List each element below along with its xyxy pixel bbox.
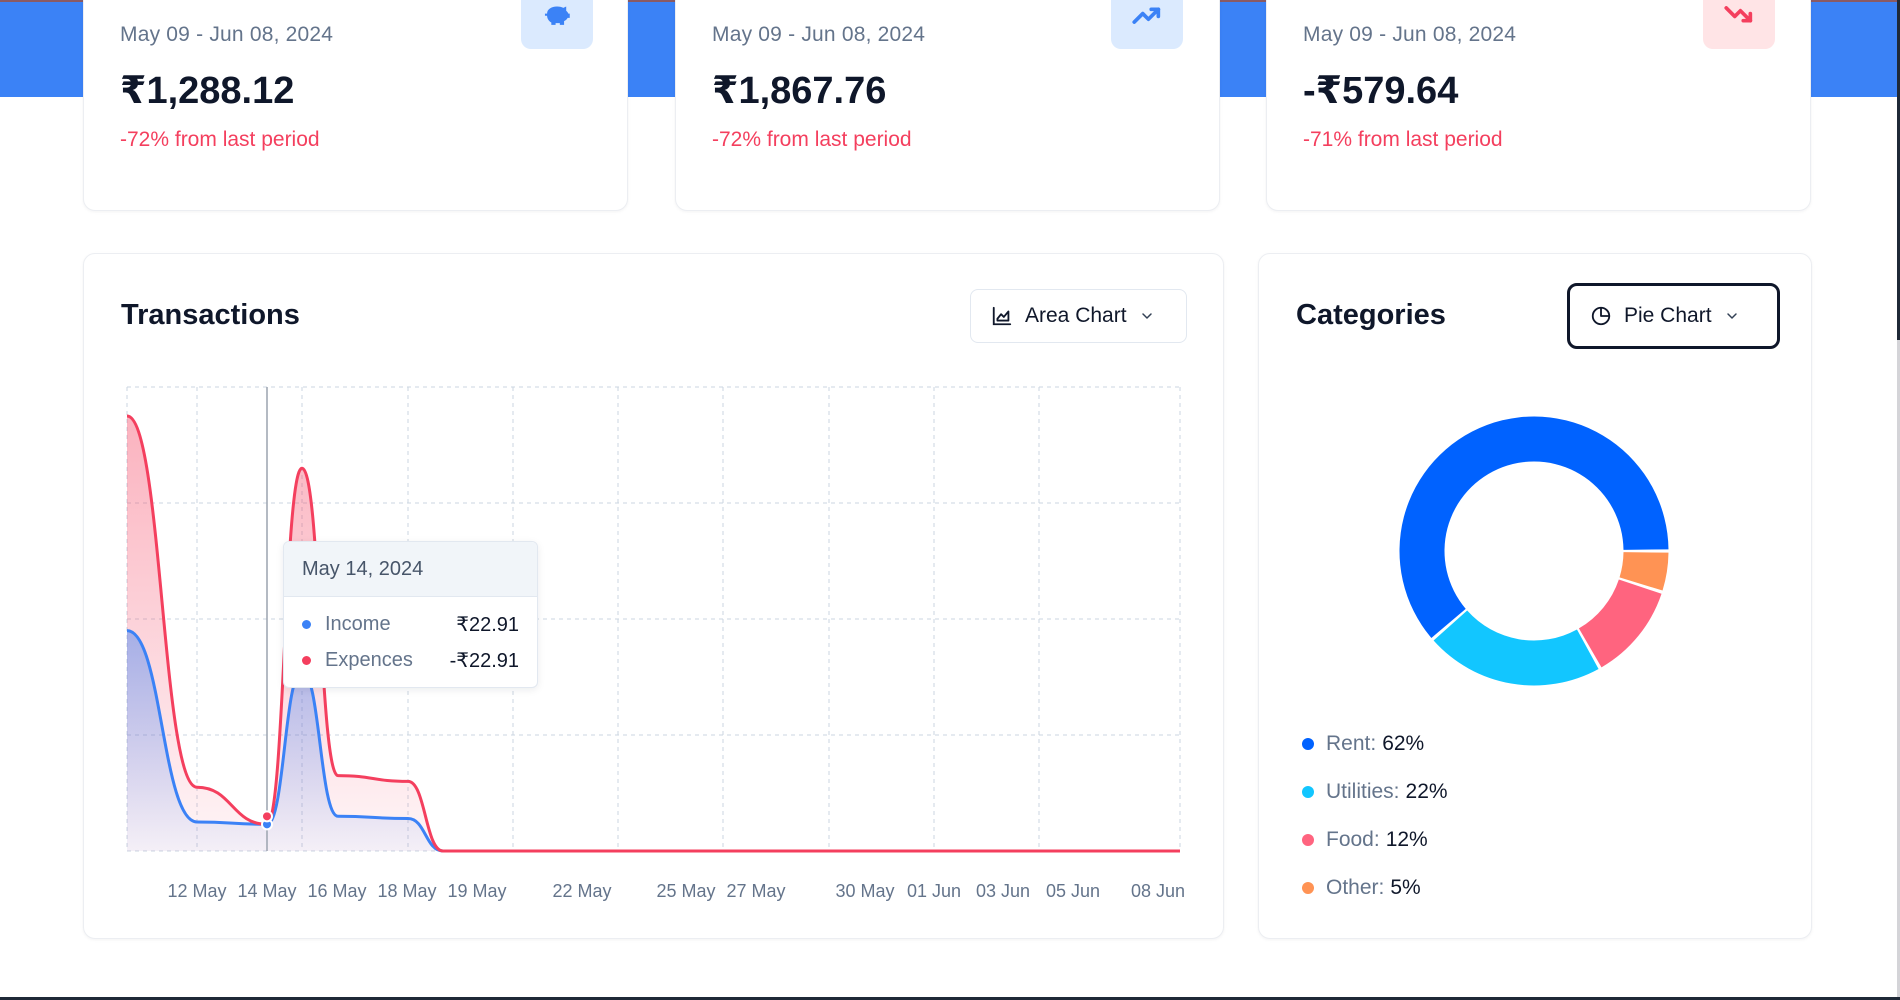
tooltip-row-income: Income ₹22.91 [302, 612, 519, 637]
legend-percent: 22% [1405, 780, 1448, 803]
piggy-bank-icon [521, 0, 593, 49]
legend-label: Other: [1326, 876, 1385, 899]
transactions-title: Transactions [121, 299, 300, 331]
x-tick-label: 12 May [167, 881, 226, 901]
tooltip-date: May 14, 2024 [284, 542, 537, 597]
legend-item-other: Other: 5% [1302, 864, 1448, 912]
legend-item-utilities: Utilities: 22% [1302, 768, 1448, 816]
stat-date: May 09 - Jun 08, 2024 [1303, 23, 1517, 46]
x-tick-label: 08 Jun [1131, 881, 1185, 901]
donut-slice-food[interactable] [1578, 579, 1662, 668]
categories-card [1258, 253, 1812, 939]
legend-item-food: Food: 12% [1302, 816, 1448, 864]
stat-card-remaining: May 09 - Jun 08, 2024 ₹1,288.12 -72% fro… [83, 0, 628, 211]
scrollbar-track[interactable] [1897, 0, 1900, 1000]
x-tick-label: 05 Jun [1046, 881, 1100, 901]
tooltip-income-value: ₹22.91 [456, 614, 519, 636]
income-area [127, 630, 1180, 851]
window-bottom-edge [0, 997, 1900, 1000]
tooltip-expense-label: Expences [325, 649, 413, 671]
x-tick-label: 14 May [237, 881, 296, 901]
stat-change: -72% from last period [120, 128, 320, 151]
stat-value: -₹579.64 [1303, 70, 1459, 112]
chevron-down-icon [1726, 313, 1737, 319]
chart-type-label: Area Chart [1025, 304, 1127, 327]
stat-change: -72% from last period [712, 128, 912, 151]
x-tick-label: 01 Jun [907, 881, 961, 901]
expense-active-point [261, 810, 273, 823]
donut-slice-rent[interactable] [1399, 416, 1669, 638]
legend-label: Utilities: [1326, 780, 1400, 803]
trending-down-icon [1703, 0, 1775, 49]
legend-label: Rent: [1326, 732, 1377, 755]
donut-slice-utilities[interactable] [1433, 610, 1599, 686]
pie-chart-type-label: Pie Chart [1624, 304, 1712, 327]
x-tick-label: 18 May [377, 881, 436, 901]
pie-chart-icon [1591, 306, 1611, 326]
x-tick-label: 03 Jun [976, 881, 1030, 901]
income-dot [302, 620, 311, 629]
pie-chart-type-select[interactable]: Pie Chart [1567, 283, 1780, 349]
categories-title: Categories [1296, 299, 1446, 331]
stat-value: ₹1,867.76 [712, 70, 887, 112]
tooltip-row-expenses: Expences -₹22.91 [302, 648, 519, 673]
legend-dot [1302, 786, 1314, 798]
x-tick-label: 25 May [656, 881, 715, 901]
x-tick-label: 30 May [835, 881, 894, 901]
chart-tooltip: May 14, 2024 Income ₹22.91 Expences -₹22… [283, 541, 538, 688]
trending-up-icon [1111, 0, 1183, 49]
x-tick-label: 19 May [447, 881, 506, 901]
chart-type-select[interactable]: Area Chart [970, 289, 1187, 343]
area-chart-icon [992, 306, 1012, 326]
chevron-down-icon [1141, 313, 1152, 319]
legend-dot [1302, 882, 1314, 894]
categories-legend: Rent: 62% Utilities: 22% Food: 12% Other… [1302, 720, 1448, 912]
stat-date: May 09 - Jun 08, 2024 [120, 23, 334, 46]
x-tick-label: 27 May [726, 881, 785, 901]
expense-dot [302, 656, 311, 665]
x-tick-label: 22 May [552, 881, 611, 901]
legend-percent: 62% [1382, 732, 1425, 755]
tooltip-income-label: Income [325, 613, 391, 635]
x-tick-label: 16 May [307, 881, 366, 901]
legend-dot [1302, 834, 1314, 846]
legend-percent: 12% [1385, 828, 1428, 851]
scrollbar-thumb[interactable] [1897, 0, 1900, 340]
stat-card-income: May 09 - Jun 08, 2024 ₹1,867.76 -72% fro… [675, 0, 1220, 211]
stat-value: ₹1,288.12 [120, 70, 295, 112]
legend-item-rent: Rent: 62% [1302, 720, 1448, 768]
legend-label: Food: [1326, 828, 1380, 851]
stat-change: -71% from last period [1303, 128, 1503, 151]
stat-card-expenses: May 09 - Jun 08, 2024 -₹579.64 -71% from… [1266, 0, 1811, 211]
legend-dot [1302, 738, 1314, 750]
tooltip-expense-value: -₹22.91 [449, 650, 519, 672]
legend-percent: 5% [1390, 876, 1421, 899]
donut-slice-other[interactable] [1619, 552, 1669, 591]
stat-date: May 09 - Jun 08, 2024 [712, 23, 926, 46]
